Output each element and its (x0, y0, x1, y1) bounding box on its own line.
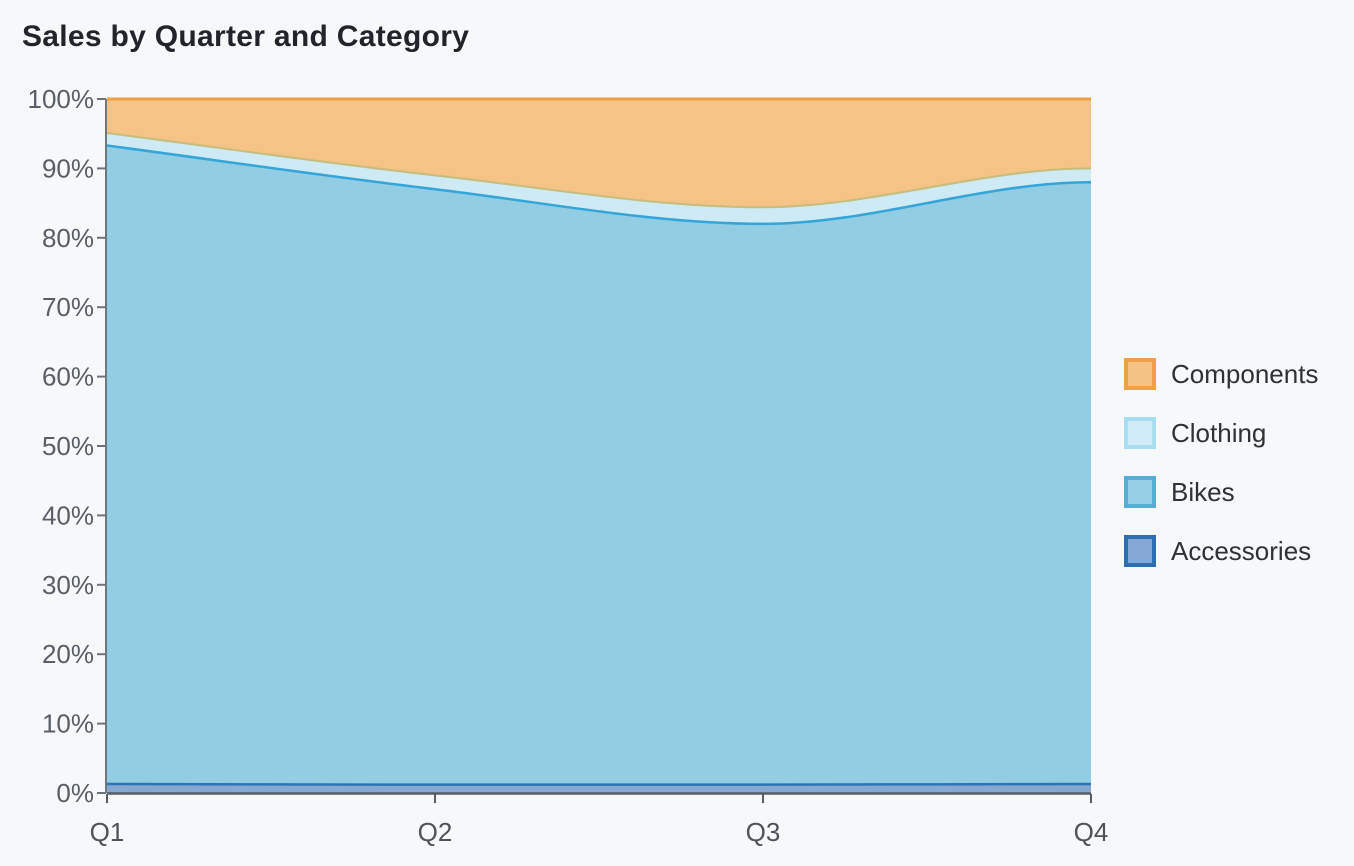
x-tick-label: Q3 (746, 817, 781, 847)
series-line-clothing (106, 132, 1092, 209)
legend-item-label: Accessories (1171, 536, 1312, 566)
legend-item-label: Components (1171, 359, 1319, 389)
y-tick-label: 80% (42, 223, 94, 253)
legend-item-components: Components (1124, 358, 1318, 390)
y-tick-label: 90% (42, 153, 94, 183)
x-tick-label: Q2 (418, 817, 453, 847)
legend-swatch-icon (1124, 535, 1156, 567)
y-tick-label: 40% (42, 500, 94, 530)
y-tick-label: 20% (42, 639, 94, 669)
y-tick-label: 30% (42, 570, 94, 600)
legend-swatch-icon (1124, 358, 1156, 390)
legend: Components Clothing Bikes Accessories (1124, 358, 1318, 567)
legend-item-label: Bikes (1171, 477, 1235, 507)
y-tick-label: 60% (42, 362, 94, 392)
x-tick-label: Q1 (90, 817, 125, 847)
y-tick-label: 10% (42, 709, 94, 739)
legend-swatch-icon (1124, 476, 1156, 508)
y-tick-label: 0% (56, 778, 94, 808)
area-bikes (107, 145, 1091, 785)
y-tick-label: 50% (42, 431, 94, 461)
series-line-accessories (106, 782, 1092, 786)
legend-item-accessories: Accessories (1124, 535, 1318, 567)
legend-swatch-icon (1124, 417, 1156, 449)
y-tick-label: 70% (42, 292, 94, 322)
x-tick-label: Q4 (1074, 817, 1109, 847)
chart-title: Sales by Quarter and Category (22, 20, 470, 53)
legend-item-bikes: Bikes (1124, 476, 1318, 508)
legend-item-clothing: Clothing (1124, 417, 1318, 449)
area-accessories (107, 783, 1091, 793)
y-tick-label: 100% (28, 84, 95, 114)
area-components (107, 99, 1091, 208)
legend-item-label: Clothing (1171, 418, 1267, 448)
series-line-bikes (106, 144, 1092, 226)
